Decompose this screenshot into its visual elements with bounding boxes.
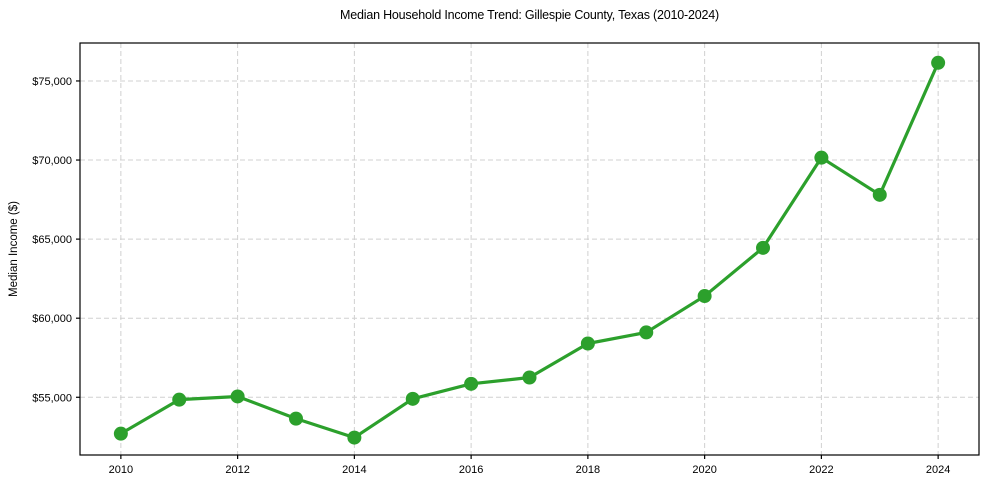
y-tick-label-75000: $75,000 <box>32 76 72 88</box>
data-point-2016 <box>464 376 479 391</box>
x-tick-label-2016: 2016 <box>459 464 483 476</box>
data-point-2018 <box>580 336 595 351</box>
x-tick-label-2018: 2018 <box>576 464 600 476</box>
x-tick-label-2020: 2020 <box>692 464 716 476</box>
data-point-2022 <box>814 150 829 165</box>
x-tick-label-2010: 2010 <box>109 464 133 476</box>
data-point-2023 <box>872 187 887 202</box>
data-point-2014 <box>347 430 362 445</box>
data-point-2012 <box>230 389 245 404</box>
x-tick-label-2014: 2014 <box>342 464 366 476</box>
plot-area-background <box>80 43 979 455</box>
data-point-2021 <box>756 240 771 255</box>
data-point-2020 <box>697 289 712 304</box>
y-tick-label-70000: $70,000 <box>32 155 72 167</box>
data-point-2011 <box>172 392 187 407</box>
chart-title: Median Household Income Trend: Gillespie… <box>340 8 719 22</box>
y-tick-label-55000: $55,000 <box>32 392 72 404</box>
x-tick-label-2024: 2024 <box>926 464 950 476</box>
data-point-2019 <box>639 325 654 340</box>
data-point-2010 <box>113 426 128 441</box>
y-tick-label-60000: $60,000 <box>32 313 72 325</box>
y-tick-label-65000: $65,000 <box>32 234 72 246</box>
data-point-2024 <box>931 55 946 70</box>
data-point-2013 <box>288 411 303 426</box>
plot-border <box>79 42 980 456</box>
data-point-2015 <box>405 391 420 406</box>
data-point-2017 <box>522 370 537 385</box>
x-tick-label-2012: 2012 <box>225 464 249 476</box>
x-tick-label-2022: 2022 <box>809 464 833 476</box>
